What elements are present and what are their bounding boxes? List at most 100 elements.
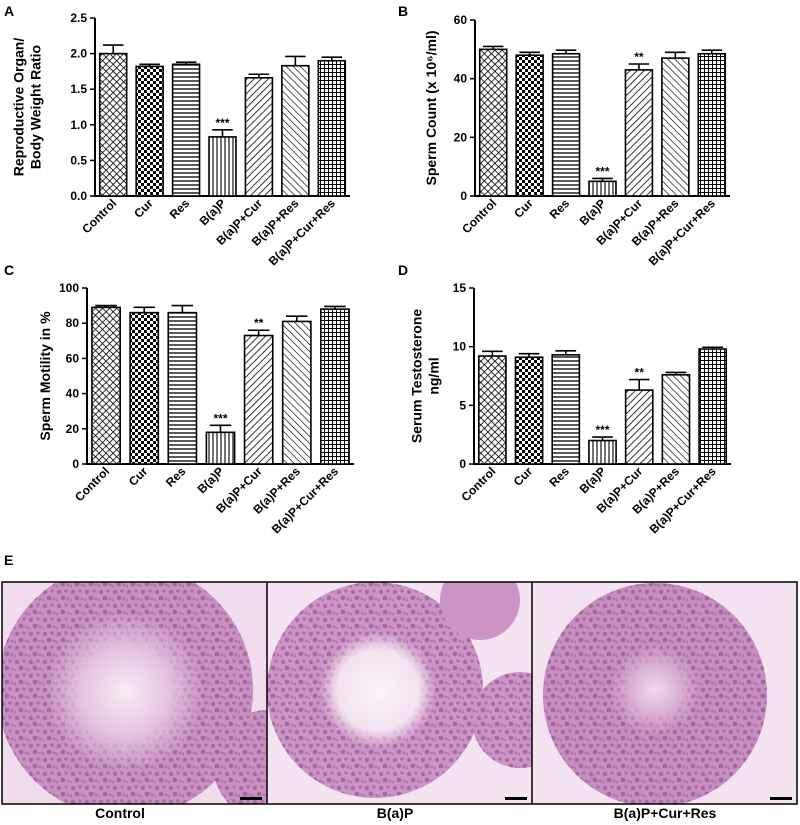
y-tick-label: 1.5 bbox=[70, 82, 87, 96]
significance-label: *** bbox=[595, 164, 609, 178]
micrograph-caption-bap-cur-res: B(a)P+Cur+Res bbox=[614, 805, 717, 821]
bar bbox=[478, 48, 508, 197]
bar bbox=[129, 311, 160, 465]
y-tick-label: 2.0 bbox=[70, 47, 87, 61]
panel-letter-b: B bbox=[398, 3, 408, 19]
micrograph-caption-bap: B(a)P bbox=[377, 805, 414, 821]
bar bbox=[514, 356, 544, 465]
category-label: B(a)P+Cur+Res bbox=[647, 464, 719, 536]
tubule-neighbor bbox=[440, 582, 520, 640]
bar bbox=[98, 52, 128, 197]
y-axis-label: Reproductive Organ/Body Weight Ratio bbox=[11, 38, 44, 177]
bar bbox=[205, 431, 236, 465]
category-label: B(a)P+Cur+Res bbox=[266, 196, 338, 268]
bar bbox=[171, 63, 201, 197]
y-tick-label: 40 bbox=[454, 72, 468, 86]
y-tick-label: 10 bbox=[453, 340, 467, 354]
category-label: Res bbox=[167, 196, 193, 222]
scale-bar bbox=[505, 797, 527, 800]
category-label: B(a)P bbox=[577, 464, 609, 496]
category-label: Cur bbox=[511, 196, 536, 221]
micrograph-control bbox=[2, 582, 267, 804]
bar bbox=[281, 320, 312, 465]
category-label: Cur bbox=[131, 196, 156, 221]
y-tick-label: 5 bbox=[459, 398, 466, 412]
scale-bar bbox=[240, 797, 262, 800]
bar bbox=[244, 77, 274, 197]
micrograph-frame bbox=[1, 581, 798, 805]
panel-letter-d: D bbox=[398, 262, 408, 278]
panel-letter-a: A bbox=[4, 3, 14, 19]
bar bbox=[91, 306, 121, 465]
bar bbox=[477, 355, 507, 465]
significance-label: *** bbox=[595, 423, 609, 437]
y-tick-label: 80 bbox=[66, 316, 80, 330]
bar bbox=[551, 354, 581, 465]
category-label: Res bbox=[546, 464, 572, 490]
category-label: Cur bbox=[511, 464, 536, 489]
bar bbox=[698, 348, 728, 465]
panel-letter-c: C bbox=[4, 262, 14, 278]
y-axis-label: Serum Testosteroneng/ml bbox=[409, 309, 442, 444]
bar bbox=[551, 52, 581, 197]
chart-panel-a: A Reproductive Organ/Body Weight Ratio 0.0… bbox=[4, 3, 350, 268]
bar bbox=[317, 59, 347, 197]
y-tick-label: 0.5 bbox=[70, 153, 87, 167]
bar bbox=[208, 136, 237, 197]
category-label: B(a)P bbox=[197, 196, 229, 228]
scale-bar bbox=[770, 797, 792, 800]
significance-label: ** bbox=[254, 316, 264, 330]
y-tick-label: 0 bbox=[72, 457, 79, 471]
y-tick-label: 0 bbox=[460, 189, 467, 203]
bar bbox=[281, 64, 310, 197]
y-tick-label: 1.0 bbox=[70, 118, 87, 132]
significance-label: *** bbox=[213, 411, 227, 425]
bar bbox=[515, 54, 544, 197]
micrograph-caption-control: Control bbox=[95, 805, 145, 821]
significance-label: *** bbox=[215, 116, 229, 130]
bar bbox=[697, 52, 727, 197]
panel-letter-e: E bbox=[4, 552, 13, 568]
y-tick-label: 15 bbox=[453, 281, 467, 295]
y-tick-label: 0.0 bbox=[70, 189, 87, 203]
y-tick-label: 100 bbox=[59, 281, 79, 295]
y-tick-label: 2.5 bbox=[70, 11, 87, 25]
category-label: B(a)P+Cur+Res bbox=[269, 464, 341, 536]
bar bbox=[135, 65, 164, 197]
significance-label: ** bbox=[634, 50, 644, 64]
micrograph-bap bbox=[267, 582, 532, 804]
tubule-neighbor-cells bbox=[472, 672, 532, 768]
bar bbox=[624, 69, 654, 197]
bar bbox=[320, 308, 350, 465]
tubule-lumen bbox=[610, 645, 700, 735]
bar bbox=[588, 439, 617, 465]
y-tick-label: 60 bbox=[66, 351, 80, 365]
category-label: B(a)P bbox=[195, 464, 227, 496]
y-tick-label: 40 bbox=[66, 387, 80, 401]
y-axis-label: Sperm Motility in % bbox=[37, 311, 53, 441]
category-label: Cur bbox=[126, 464, 151, 489]
y-tick-label: 60 bbox=[454, 13, 468, 27]
category-label: B(a)P bbox=[577, 196, 609, 228]
micrograph-bap-cur-res bbox=[532, 582, 797, 804]
bar bbox=[661, 57, 690, 197]
tubule-lumen bbox=[45, 612, 205, 772]
category-label: B(a)P+Cur+Res bbox=[646, 196, 718, 268]
category-label: Res bbox=[163, 464, 189, 490]
bar bbox=[588, 180, 617, 197]
bar bbox=[661, 374, 691, 465]
bar bbox=[624, 389, 654, 465]
bar bbox=[243, 334, 274, 465]
y-tick-label: 20 bbox=[454, 130, 468, 144]
y-tick-label: 0 bbox=[459, 457, 466, 471]
category-label: Res bbox=[547, 196, 573, 222]
tubule-neighbor-cells bbox=[213, 710, 267, 804]
tubule-lumen bbox=[320, 632, 436, 748]
bar bbox=[167, 311, 198, 465]
y-axis-label: Sperm Count (x 10⁶/ml) bbox=[423, 30, 439, 185]
significance-label: ** bbox=[635, 366, 645, 380]
